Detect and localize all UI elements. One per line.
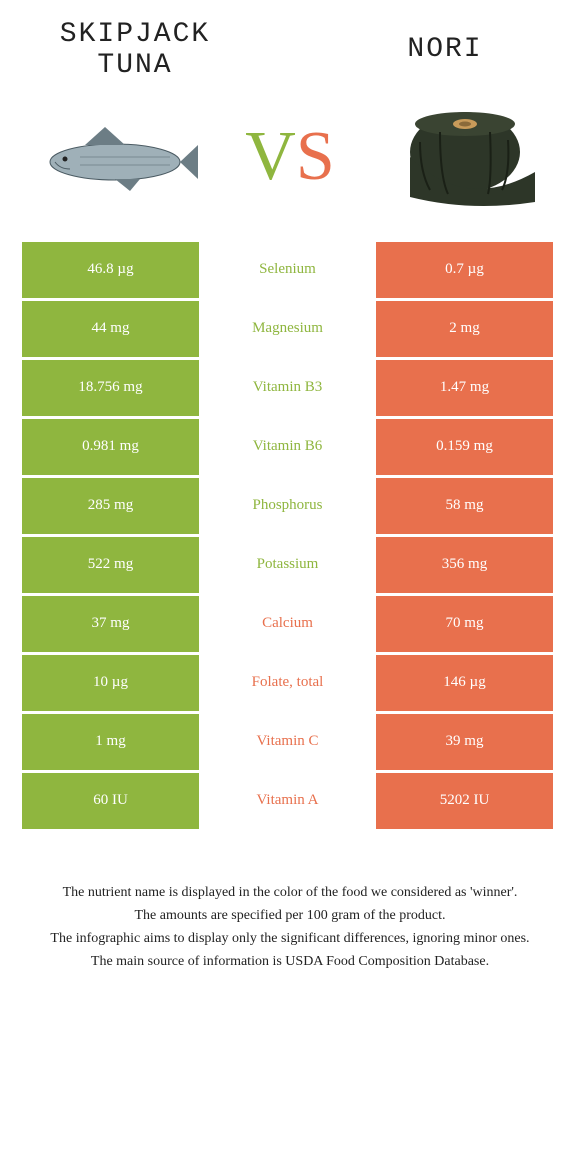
table-row: 10 µgFolate, total146 µg <box>22 655 558 711</box>
footer-line-4: The main source of information is USDA F… <box>30 951 550 972</box>
tuna-icon <box>30 117 200 197</box>
cell-nutrient-label: Potassium <box>199 537 376 593</box>
table-row: 60 IUVitamin A5202 IU <box>22 773 558 829</box>
cell-nutrient-label: Magnesium <box>199 301 376 357</box>
vs-v: V <box>245 118 296 195</box>
cell-food-a-value: 44 mg <box>22 301 199 357</box>
table-row: 0.981 mgVitamin B60.159 mg <box>22 419 558 475</box>
cell-food-a-value: 522 mg <box>22 537 199 593</box>
table-row: 46.8 µgSelenium0.7 µg <box>22 242 558 298</box>
cell-nutrient-label: Vitamin B6 <box>199 419 376 475</box>
cell-food-b-value: 58 mg <box>376 478 553 534</box>
nutrient-table: 46.8 µgSelenium0.7 µg44 mgMagnesium2 mg1… <box>22 242 558 829</box>
header: Skipjack tuna Nori <box>0 0 580 92</box>
cell-nutrient-label: Phosphorus <box>199 478 376 534</box>
cell-nutrient-label: Selenium <box>199 242 376 298</box>
cell-food-b-value: 39 mg <box>376 714 553 770</box>
vs-label: VS <box>245 122 335 192</box>
vs-s: S <box>296 118 335 195</box>
nori-icon <box>390 102 540 212</box>
food-b-title: Nori <box>345 35 545 66</box>
footer-line-1: The nutrient name is displayed in the co… <box>30 882 550 903</box>
cell-nutrient-label: Vitamin C <box>199 714 376 770</box>
cell-nutrient-label: Vitamin B3 <box>199 360 376 416</box>
table-row: 44 mgMagnesium2 mg <box>22 301 558 357</box>
table-row: 285 mgPhosphorus58 mg <box>22 478 558 534</box>
cell-nutrient-label: Calcium <box>199 596 376 652</box>
food-a-title: Skipjack tuna <box>35 20 235 82</box>
footer-notes: The nutrient name is displayed in the co… <box>0 832 580 972</box>
cell-food-a-value: 0.981 mg <box>22 419 199 475</box>
cell-nutrient-label: Vitamin A <box>199 773 376 829</box>
cell-food-b-value: 0.7 µg <box>376 242 553 298</box>
table-row: 522 mgPotassium356 mg <box>22 537 558 593</box>
food-b-image <box>380 102 550 212</box>
table-row: 1 mgVitamin C39 mg <box>22 714 558 770</box>
cell-food-b-value: 146 µg <box>376 655 553 711</box>
cell-food-b-value: 356 mg <box>376 537 553 593</box>
footer-line-2: The amounts are specified per 100 gram o… <box>30 905 550 926</box>
footer-line-3: The infographic aims to display only the… <box>30 928 550 949</box>
table-row: 37 mgCalcium70 mg <box>22 596 558 652</box>
cell-food-a-value: 46.8 µg <box>22 242 199 298</box>
cell-food-b-value: 5202 IU <box>376 773 553 829</box>
cell-food-a-value: 18.756 mg <box>22 360 199 416</box>
cell-nutrient-label: Folate, total <box>199 655 376 711</box>
cell-food-b-value: 2 mg <box>376 301 553 357</box>
table-row: 18.756 mgVitamin B31.47 mg <box>22 360 558 416</box>
cell-food-a-value: 37 mg <box>22 596 199 652</box>
cell-food-a-value: 10 µg <box>22 655 199 711</box>
images-row: VS <box>0 92 580 242</box>
cell-food-b-value: 70 mg <box>376 596 553 652</box>
food-a-image <box>30 102 200 212</box>
cell-food-a-value: 1 mg <box>22 714 199 770</box>
cell-food-b-value: 0.159 mg <box>376 419 553 475</box>
cell-food-a-value: 285 mg <box>22 478 199 534</box>
cell-food-a-value: 60 IU <box>22 773 199 829</box>
cell-food-b-value: 1.47 mg <box>376 360 553 416</box>
